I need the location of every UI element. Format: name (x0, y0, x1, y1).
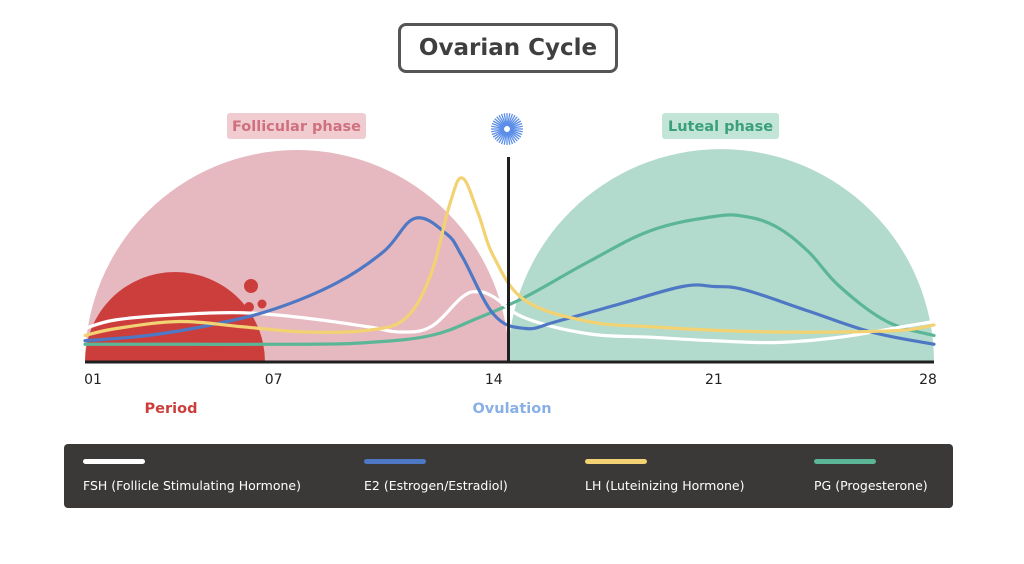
sun-ray (494, 118, 506, 128)
x-tick-label: 28 (919, 372, 937, 388)
legend: FSH (Follicle Stimulating Hormone) E2 (Es… (64, 444, 953, 508)
sun-ray (496, 130, 506, 142)
x-tick-label: 14 (485, 372, 503, 388)
legend-swatch (83, 459, 145, 464)
legend-label: LH (Luteinizing Hormone) (585, 478, 745, 493)
luteal-phase-region (508, 149, 934, 362)
period-label: Period (145, 401, 198, 417)
x-tick-label: 01 (84, 372, 102, 388)
series-line-e2 (83, 216, 936, 346)
hormone-series (83, 176, 936, 346)
sun-ray (500, 113, 507, 127)
sun-ray (507, 114, 516, 127)
sun-ray (492, 120, 505, 129)
sun-ray (509, 129, 523, 136)
luteal-label-bg (662, 113, 779, 139)
sun-ray (508, 116, 518, 128)
sun-ray (507, 131, 514, 145)
sun-ray (498, 114, 507, 127)
period-region (85, 272, 265, 362)
sun-ray (509, 122, 523, 129)
period-drop (244, 302, 254, 312)
sun-ray (492, 129, 505, 138)
sun-ray (491, 125, 505, 130)
sun-ray (491, 128, 505, 133)
legend-label: E2 (Estrogen/Estradiol) (364, 478, 508, 493)
sun-ray (506, 131, 511, 145)
period-drop (244, 279, 258, 293)
legend-label: FSH (Follicle Stimulating Hormone) (83, 478, 301, 493)
luteal-phase-label: Luteal phase (668, 119, 773, 135)
sun-ray (491, 129, 505, 136)
period-drop (257, 299, 267, 309)
follicular-label-bg (227, 113, 366, 139)
legend-swatch (585, 459, 647, 464)
x-tick-labels: 01 07 14 21 28 (84, 372, 937, 388)
sun-ray (500, 131, 507, 145)
legend-swatch (364, 459, 426, 464)
legend-swatch (814, 459, 876, 464)
series-line-lh (83, 176, 936, 338)
series-line-pg (83, 213, 936, 346)
sun-ray (508, 118, 520, 128)
legend-label: PG (Progesterone) (814, 478, 928, 493)
sun-ray (509, 125, 523, 130)
sun-ray (496, 116, 506, 128)
sun-ray (507, 131, 516, 144)
ovarian-cycle-diagram: Follicular phase Luteal phase 01 07 14 21 28… (83, 113, 937, 417)
ovulation-label: Ovulation (472, 401, 551, 417)
x-tick-label: 07 (265, 372, 283, 388)
sun-ray (498, 131, 507, 144)
follicular-phase-label: Follicular phase (232, 119, 361, 135)
series-line-fsh (83, 290, 936, 345)
sun-ray (506, 113, 511, 127)
chart-title: Ovarian Cycle (398, 23, 618, 73)
ovulation-sun-icon (491, 113, 523, 145)
x-tick-label: 21 (705, 372, 723, 388)
sun-ray (509, 120, 522, 129)
sun-ray (509, 129, 522, 138)
sun-ray (508, 130, 518, 142)
sun-ray (507, 113, 514, 127)
sun-ray (491, 122, 505, 129)
sun-ray (503, 113, 508, 127)
sun-ray (509, 128, 523, 133)
sun-ray (503, 131, 508, 145)
sun-ray (508, 130, 520, 140)
sun-ray (494, 130, 506, 140)
